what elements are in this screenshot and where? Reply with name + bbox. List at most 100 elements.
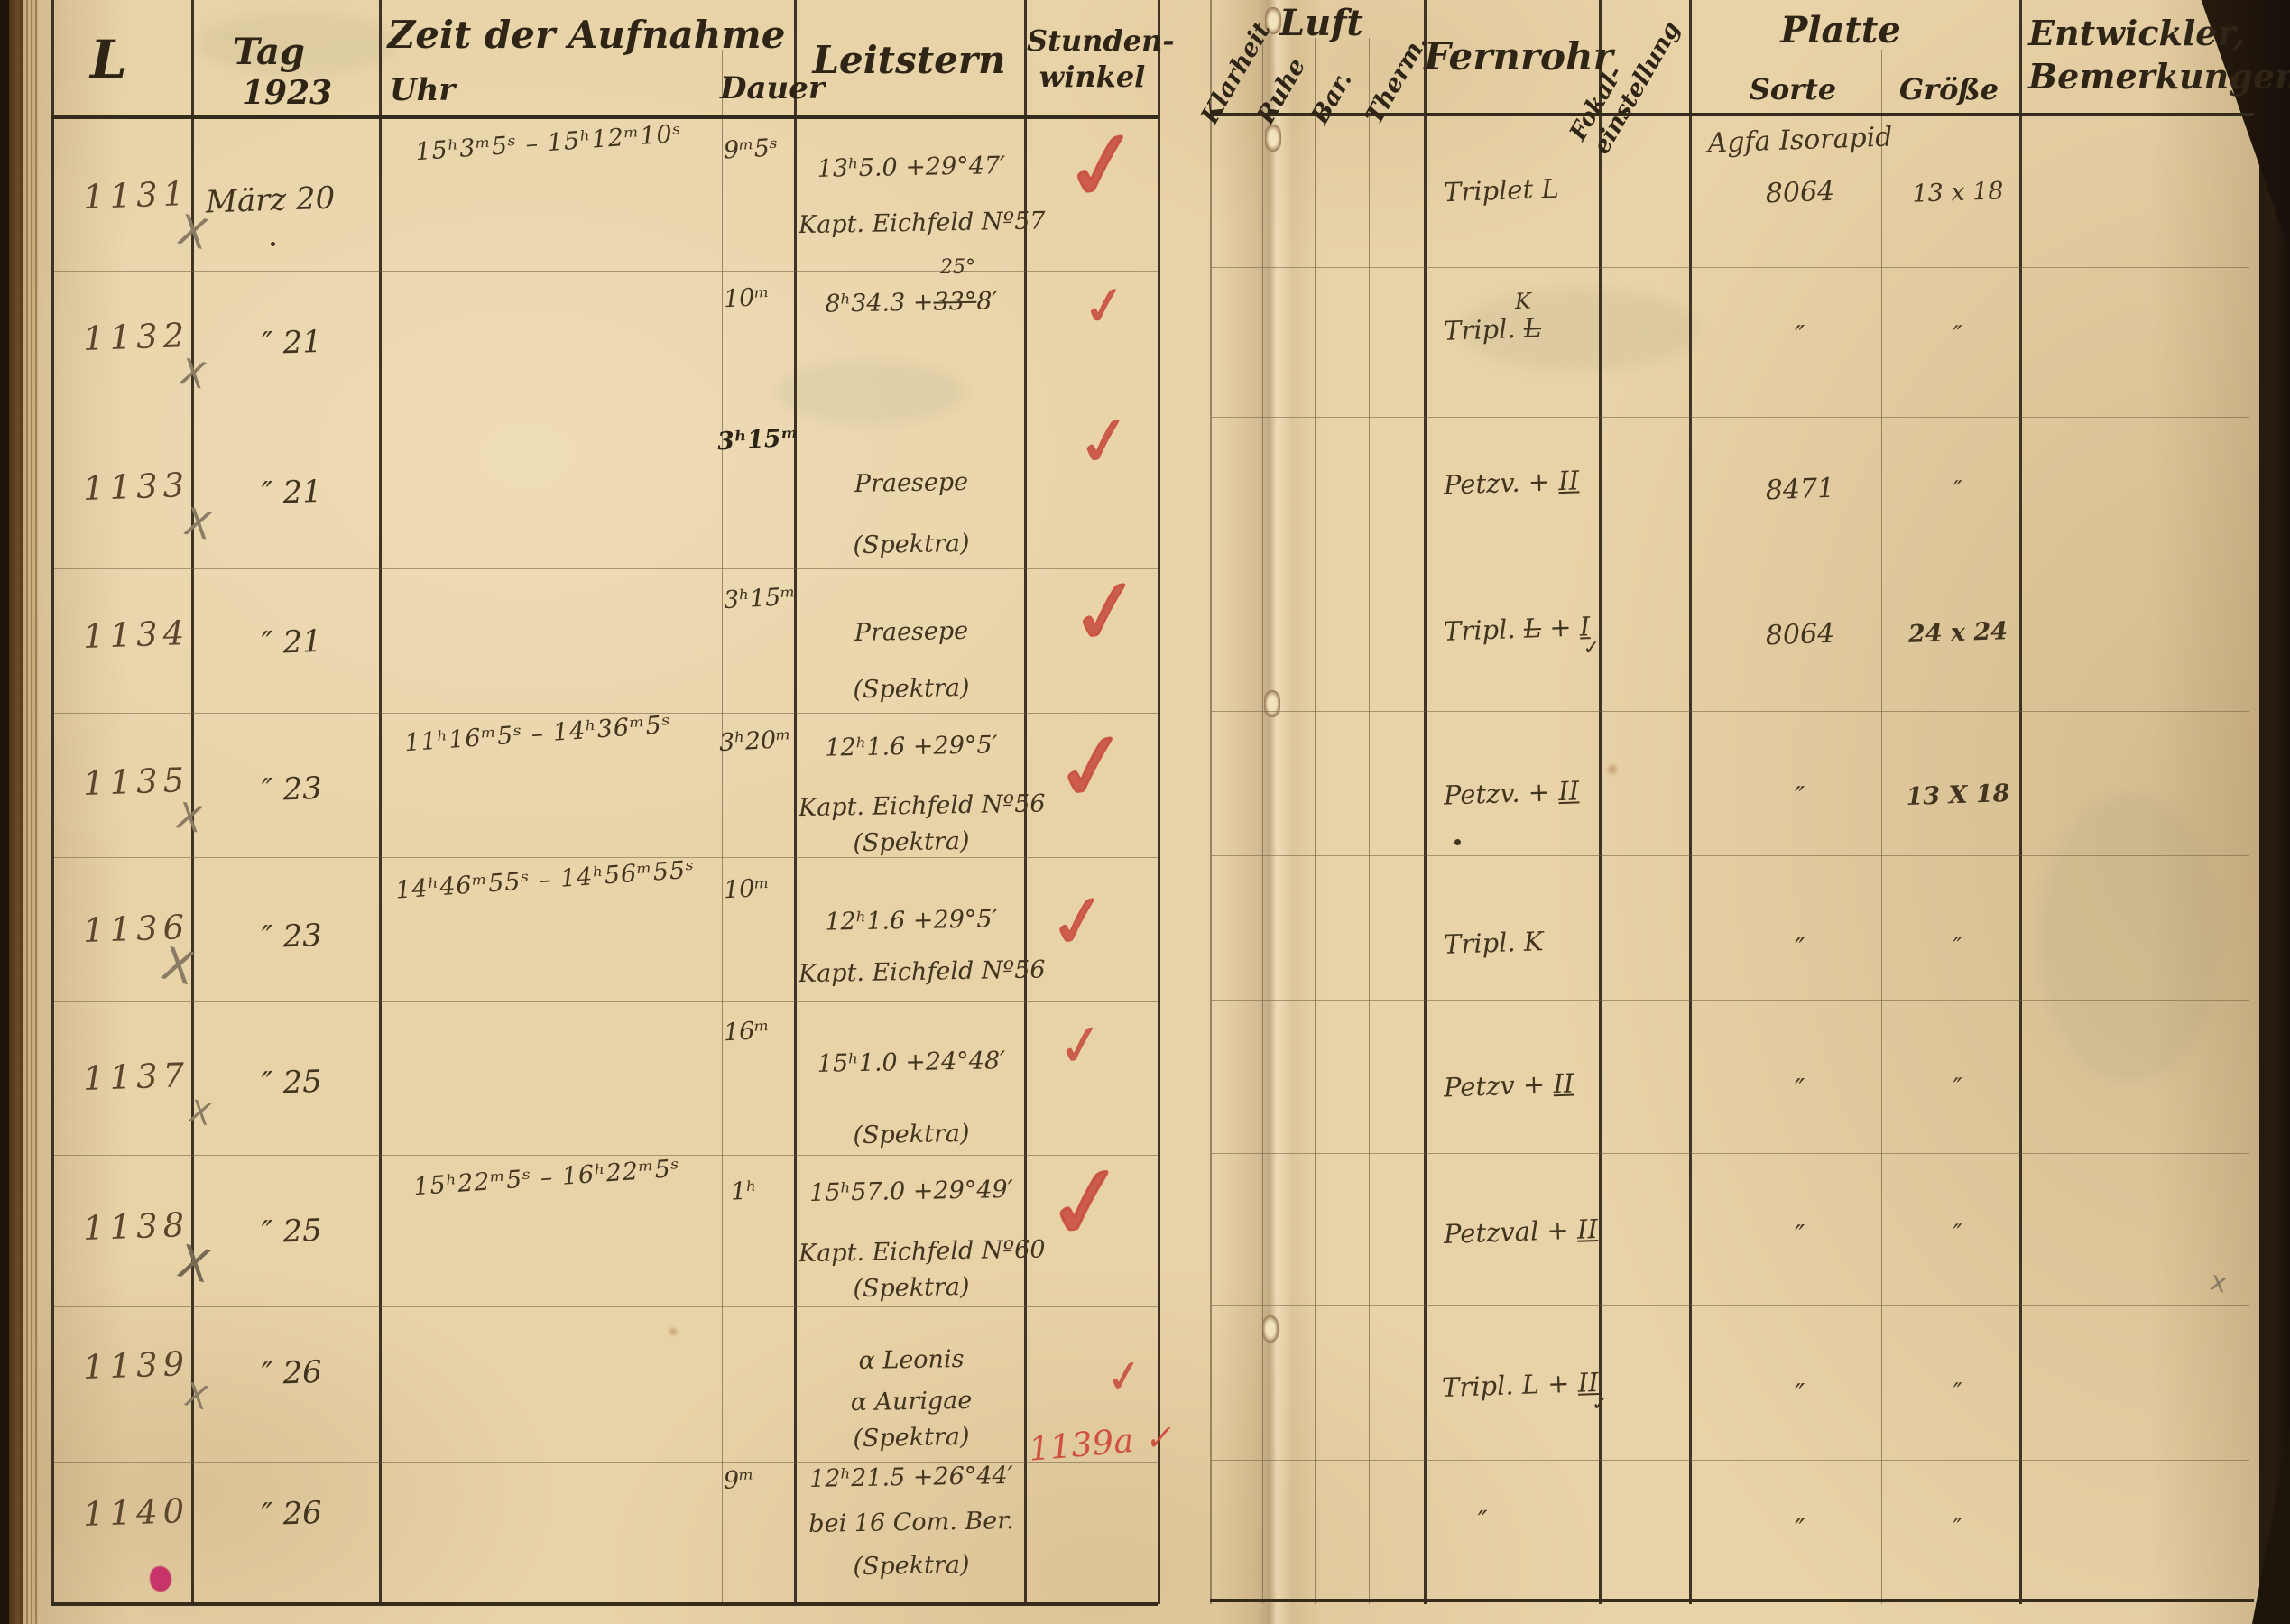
- row-divider: [1212, 1460, 2249, 1462]
- telescope-roman-numeral: II: [1576, 1213, 1599, 1245]
- plate-size-entry: 13 x 18: [1911, 177, 2005, 208]
- telescope-correction: K: [1514, 288, 1532, 315]
- row-divider: [54, 568, 1158, 570]
- red-checkmark: ✓: [1053, 1009, 1109, 1082]
- col-header-tag: Tag: [233, 31, 305, 73]
- duration-entry: 10ᵐ: [723, 282, 771, 314]
- plate-size-entry: ″: [1953, 1073, 1963, 1103]
- guide-star-entry: 12ʰ1.6 +29°5′: [825, 731, 998, 762]
- row-divider: [1212, 1305, 2249, 1306]
- plate-number: 1139: [82, 1343, 190, 1388]
- col-header-groesse: Größe: [1898, 72, 1999, 106]
- date-entry: ″ 21: [261, 473, 323, 512]
- red-checkmark: ✓: [1036, 1139, 1137, 1268]
- table-line: [191, 0, 194, 1604]
- row-divider: [54, 1462, 1158, 1463]
- table-line: [1262, 38, 1264, 1604]
- telescope-text: Tripl.: [1443, 312, 1525, 346]
- plate-number: 1133: [82, 465, 190, 509]
- paper-stain: [1608, 765, 1617, 774]
- telescope-text: Petzv. +: [1443, 466, 1559, 501]
- page-fold: [1216, 0, 1323, 1624]
- guide-star-entry: 15ʰ57.0 +29°49′: [808, 1176, 1014, 1207]
- telescope-entry: Petzv + II: [1443, 1067, 1574, 1103]
- ink-dot: [271, 242, 275, 246]
- table-line: [1881, 50, 1883, 1604]
- row-divider: [54, 1001, 1158, 1003]
- table-line: [379, 0, 382, 1604]
- plate-number: 1131: [82, 173, 190, 217]
- telescope-entry: Petzval + II: [1443, 1213, 1598, 1250]
- telescope-text: +: [1540, 611, 1581, 644]
- telescope-roman-numeral: II: [1557, 465, 1580, 497]
- col-header-bemerkungen: Bemerkungen: [2028, 56, 2290, 97]
- page-stack-edge: [23, 0, 38, 1624]
- paper-stain: [669, 1328, 677, 1335]
- stitch-hole: [1264, 690, 1280, 717]
- table-line: [1210, 0, 1212, 1604]
- telescope-entry: Petzv. + II: [1443, 465, 1579, 500]
- col-header-stundenwinkel: Stunden-: [1027, 23, 1175, 58]
- red-checkmark: ✓: [1078, 272, 1131, 340]
- book-spine-edge: [9, 0, 23, 1624]
- guide-star-entry: (Spektra): [853, 1422, 970, 1453]
- col-header-sorte: Sorte: [1749, 72, 1837, 106]
- guide-star-entry: (Spektra): [853, 1550, 970, 1582]
- telescope-entry: ″: [1477, 1504, 1489, 1536]
- guide-star-entry: bei 16 Com. Ber.: [808, 1507, 1014, 1538]
- corrected-declination: 25°: [940, 256, 975, 279]
- telescope-text: Petzval +: [1443, 1213, 1578, 1250]
- stitch-hole: [1265, 7, 1281, 34]
- row-divider: [54, 857, 1158, 859]
- table-line: [2019, 0, 2022, 1604]
- row-divider: [1212, 855, 2249, 857]
- duration-entry: 9ᵐ5ˢ: [723, 134, 779, 165]
- guide-star-text: 8′: [976, 287, 998, 316]
- table-line: [1424, 0, 1427, 1604]
- plate-number: 1135: [82, 760, 190, 804]
- plate-size-entry: ″: [1953, 320, 1963, 350]
- col-header-l: L: [90, 29, 127, 90]
- telescope-roman-numeral: II: [1557, 775, 1580, 807]
- row-divider: [54, 713, 1158, 715]
- red-checkmark: ✓: [1042, 875, 1115, 968]
- telescope-entry: Tripl. L + I ✓: [1443, 611, 1600, 660]
- header-rule: [51, 115, 1158, 119]
- guide-star-entry: 8ʰ34.3 +33°8′: [799, 287, 1025, 318]
- date-entry: ″ 26: [261, 1494, 323, 1534]
- plate-size-entry: ″: [1953, 932, 1963, 962]
- table-line: [1315, 38, 1316, 1604]
- book-cover-right: [2259, 0, 2290, 1624]
- show-through-smudge: [2039, 794, 2220, 1083]
- guide-star-entry: (Spektra): [853, 1119, 970, 1150]
- table-line: [1599, 0, 1602, 1604]
- plate-number: 1140: [82, 1490, 190, 1535]
- show-through-smudge: [199, 13, 397, 76]
- guide-star-entry: Praesepe: [854, 616, 969, 648]
- guide-star-entry: 15ʰ1.0 +24°48′: [817, 1047, 1006, 1078]
- guide-star-entry: α Aurigae: [850, 1386, 973, 1417]
- red-checkmark: ✓: [1071, 398, 1139, 485]
- guide-star-text: 8ʰ34.3 +: [825, 288, 934, 318]
- date-entry: ″ 26: [261, 1353, 323, 1393]
- col-header-platte: Platte: [1780, 9, 1901, 51]
- row-divider: [1212, 1153, 2249, 1155]
- ink-checkmark: ✓: [1591, 1392, 1609, 1416]
- stitch-hole: [1262, 1315, 1279, 1343]
- book-spine: [0, 0, 9, 1624]
- struck-telescope-letter: L: [1523, 312, 1542, 344]
- col-header-zeit: Zeit der Aufnahme: [387, 13, 786, 57]
- plate-size-entry: ″: [1953, 1219, 1963, 1249]
- telescope-entry: Petzv. + II: [1443, 775, 1579, 810]
- guide-star-entry: 13ʰ5.0 +29°47′: [817, 152, 1006, 183]
- duration-entry: 16ᵐ: [723, 1016, 771, 1047]
- col-header-uhr: Uhr: [390, 72, 456, 108]
- date-entry: ″ 23: [261, 770, 323, 809]
- col-header-dauer: Dauer: [720, 70, 825, 106]
- plate-size-entry: 13 X 18: [1906, 780, 2010, 811]
- table-line: [1689, 0, 1692, 1604]
- table-line: [51, 0, 54, 1604]
- plate-size-entry: ″: [1953, 1378, 1963, 1407]
- guide-star-entry: Kapt. Eichfeld Nº56: [798, 955, 1046, 989]
- duration-entry: 3ʰ15ᵐ: [723, 582, 797, 615]
